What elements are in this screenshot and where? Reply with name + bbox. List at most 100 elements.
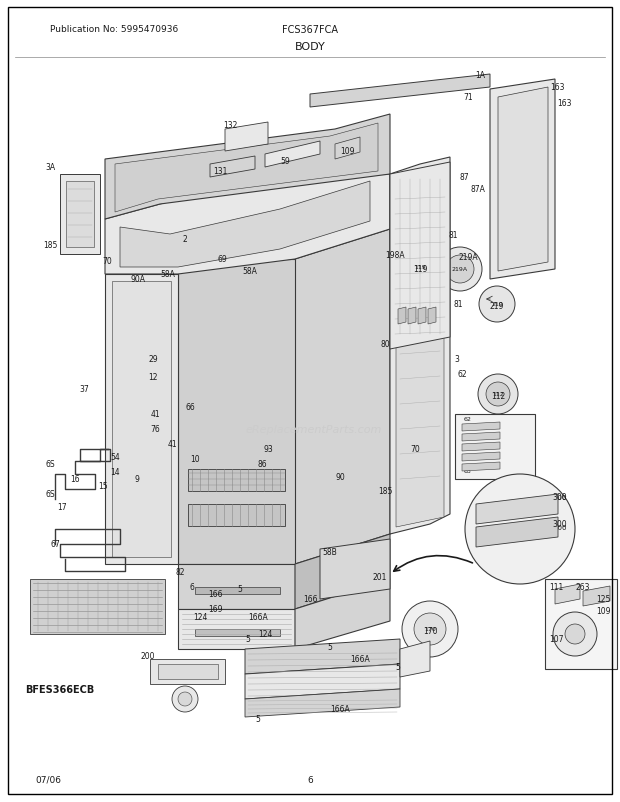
Text: 90: 90 <box>335 473 345 482</box>
Text: 1A: 1A <box>475 71 485 79</box>
Text: 107: 107 <box>549 634 563 644</box>
Polygon shape <box>400 642 430 677</box>
Text: 185: 185 <box>43 241 57 249</box>
Polygon shape <box>398 308 406 325</box>
Text: 219A: 219A <box>458 253 478 262</box>
Text: 163: 163 <box>557 99 571 107</box>
Circle shape <box>553 612 597 656</box>
Text: 300: 300 <box>552 520 567 529</box>
Polygon shape <box>178 610 295 649</box>
Text: 81: 81 <box>453 300 463 309</box>
Text: 16: 16 <box>70 475 80 484</box>
Circle shape <box>178 692 192 706</box>
Text: 300: 300 <box>552 493 567 502</box>
Polygon shape <box>105 175 390 274</box>
Text: 185: 185 <box>378 487 392 496</box>
Polygon shape <box>225 123 268 152</box>
Polygon shape <box>105 115 390 220</box>
Text: 166: 166 <box>303 595 317 604</box>
Polygon shape <box>476 494 558 525</box>
Polygon shape <box>245 639 400 674</box>
Circle shape <box>402 249 438 286</box>
Ellipse shape <box>185 233 195 237</box>
Polygon shape <box>418 308 426 325</box>
Polygon shape <box>462 432 500 441</box>
Polygon shape <box>583 586 610 606</box>
Circle shape <box>402 602 458 657</box>
Polygon shape <box>490 80 555 280</box>
Text: 58B: 58B <box>322 548 337 557</box>
Text: 76: 76 <box>150 425 160 434</box>
Text: 201: 201 <box>373 573 387 581</box>
Text: 86: 86 <box>257 460 267 469</box>
Text: 124: 124 <box>258 630 272 638</box>
Text: 14: 14 <box>110 468 120 477</box>
Text: BFES366ECB: BFES366ECB <box>25 684 95 695</box>
Ellipse shape <box>344 200 366 210</box>
Text: 70: 70 <box>102 257 112 266</box>
Text: 3: 3 <box>454 355 459 364</box>
Text: 59: 59 <box>280 156 290 165</box>
Text: 71: 71 <box>463 93 473 103</box>
Text: 15: 15 <box>98 482 108 491</box>
Text: 300: 300 <box>553 494 567 500</box>
Text: 2: 2 <box>183 235 187 244</box>
Circle shape <box>478 375 518 415</box>
Ellipse shape <box>299 210 321 220</box>
Polygon shape <box>185 342 288 557</box>
Polygon shape <box>295 579 390 649</box>
Polygon shape <box>310 75 490 107</box>
Polygon shape <box>396 164 444 528</box>
Polygon shape <box>462 443 500 452</box>
Text: 81: 81 <box>448 230 458 239</box>
Text: 58A: 58A <box>161 270 175 279</box>
Polygon shape <box>462 452 500 461</box>
Circle shape <box>438 248 482 292</box>
Text: BODY: BODY <box>294 42 326 52</box>
Polygon shape <box>498 88 548 272</box>
Text: 219: 219 <box>490 302 504 311</box>
Polygon shape <box>462 423 500 431</box>
Circle shape <box>479 286 515 322</box>
Circle shape <box>446 256 474 284</box>
Text: 10: 10 <box>190 455 200 464</box>
Circle shape <box>486 383 510 407</box>
Text: 29: 29 <box>148 355 158 364</box>
Text: eReplacementParts.com: eReplacementParts.com <box>245 424 381 435</box>
Text: 80: 80 <box>380 340 390 349</box>
Polygon shape <box>112 282 171 557</box>
Polygon shape <box>105 274 178 565</box>
Polygon shape <box>428 308 436 325</box>
Polygon shape <box>245 689 400 717</box>
Text: FCS367FCA: FCS367FCA <box>282 25 338 35</box>
Text: 07/06: 07/06 <box>35 775 61 784</box>
Text: 69: 69 <box>217 255 227 264</box>
Text: 6: 6 <box>307 775 313 784</box>
Text: 5: 5 <box>255 715 260 723</box>
Text: Publication No: 5995470936: Publication No: 5995470936 <box>50 25 179 34</box>
Polygon shape <box>265 142 320 168</box>
Circle shape <box>414 614 446 645</box>
Text: 119: 119 <box>414 265 426 270</box>
Circle shape <box>465 475 575 585</box>
Text: 169: 169 <box>208 605 222 614</box>
Text: 6S: 6S <box>45 460 55 469</box>
Polygon shape <box>178 229 390 260</box>
Ellipse shape <box>305 213 315 217</box>
Polygon shape <box>60 175 100 255</box>
Text: 70: 70 <box>410 445 420 454</box>
Ellipse shape <box>179 229 201 240</box>
Text: 170: 170 <box>423 626 437 636</box>
Text: 63: 63 <box>464 469 472 474</box>
Text: 62: 62 <box>457 370 467 379</box>
Polygon shape <box>320 539 390 599</box>
Text: 112: 112 <box>491 392 505 401</box>
Text: 37: 37 <box>79 385 89 394</box>
Polygon shape <box>188 469 285 492</box>
Text: 41: 41 <box>167 440 177 449</box>
Text: 166: 166 <box>208 589 222 599</box>
Text: 54: 54 <box>110 453 120 462</box>
Text: 5: 5 <box>327 642 332 652</box>
Text: 219A: 219A <box>452 267 468 272</box>
Polygon shape <box>390 158 450 534</box>
